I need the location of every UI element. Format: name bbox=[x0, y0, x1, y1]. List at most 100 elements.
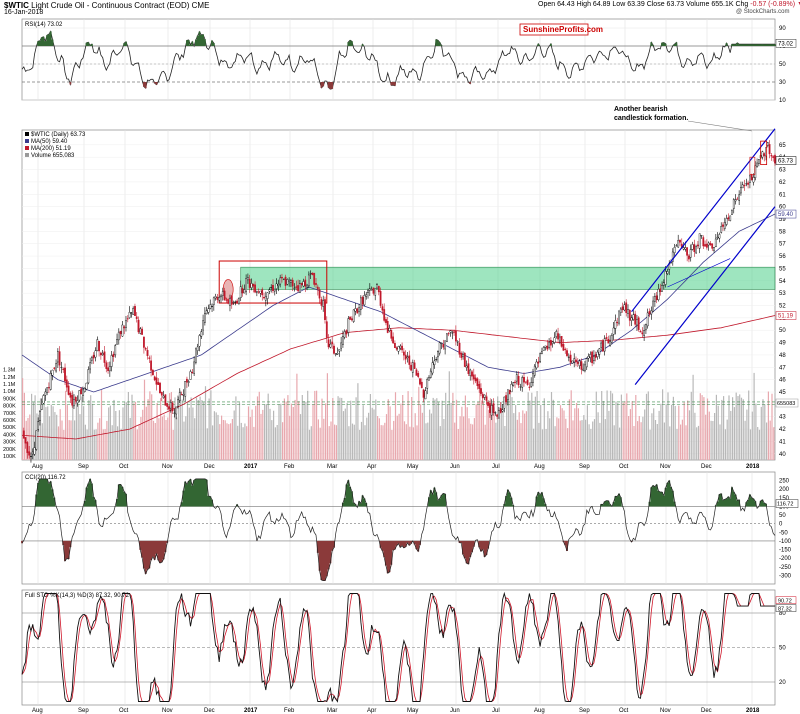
candle-body bbox=[623, 304, 626, 311]
volume-bar bbox=[552, 399, 554, 460]
candle-body bbox=[711, 243, 714, 249]
volume-bar bbox=[470, 423, 472, 460]
candle-body bbox=[87, 369, 90, 384]
volume-bar bbox=[66, 405, 68, 460]
volume-bar bbox=[615, 401, 617, 460]
volume-bar bbox=[556, 417, 558, 460]
volume-bar bbox=[486, 395, 488, 460]
volume-bar bbox=[360, 421, 363, 460]
candle-body bbox=[160, 392, 163, 396]
candle-body bbox=[662, 282, 665, 286]
volume-bar bbox=[303, 401, 305, 460]
volume-bar bbox=[265, 404, 267, 460]
candle-body bbox=[437, 351, 439, 358]
volume-bar bbox=[461, 406, 463, 460]
candle-body bbox=[39, 411, 41, 421]
candle-body bbox=[618, 310, 620, 324]
candle-body bbox=[526, 379, 529, 385]
volume-bar bbox=[441, 400, 443, 460]
volume-bar bbox=[240, 422, 242, 460]
candle-body bbox=[216, 297, 219, 300]
candle-body bbox=[351, 318, 353, 321]
candle-body bbox=[438, 342, 441, 354]
candle-body bbox=[664, 271, 667, 285]
candle-body bbox=[428, 377, 430, 381]
candle-body bbox=[673, 246, 676, 253]
volume-bar bbox=[341, 397, 343, 460]
candle-body bbox=[609, 341, 612, 346]
volume-bar bbox=[463, 416, 465, 460]
volume-bar bbox=[420, 404, 422, 460]
candle-body bbox=[64, 367, 66, 382]
volume-bar bbox=[427, 422, 429, 460]
candle-body bbox=[675, 245, 678, 247]
candle-body bbox=[99, 352, 102, 356]
volume-bar bbox=[124, 401, 126, 460]
instrument-name: Light Crude Oil - Continuous Contract (E… bbox=[31, 1, 190, 10]
volume-bar bbox=[100, 390, 103, 460]
volume-bar bbox=[39, 398, 42, 460]
copyright: @ StockCharts.com bbox=[736, 9, 790, 15]
volume-bar bbox=[204, 386, 207, 460]
volume-bar bbox=[149, 391, 151, 460]
candle-body bbox=[220, 295, 222, 298]
volume-bar bbox=[739, 394, 741, 460]
candle-body bbox=[116, 339, 118, 345]
month-label-bottom: Jul bbox=[492, 708, 500, 714]
volume-bar bbox=[724, 429, 726, 460]
candle-body bbox=[376, 284, 378, 289]
candle-body bbox=[403, 351, 405, 356]
volume-bar bbox=[590, 428, 592, 460]
month-label-bottom: Jun bbox=[450, 708, 460, 714]
channel-lower bbox=[634, 206, 776, 385]
candle-body bbox=[508, 390, 511, 395]
volume-bar bbox=[344, 408, 346, 460]
annotation-arrow bbox=[687, 120, 753, 132]
candle-body bbox=[55, 363, 58, 372]
volume-bar bbox=[593, 419, 596, 460]
volume-bar bbox=[104, 429, 106, 460]
candle-body bbox=[562, 344, 565, 351]
volume-bar bbox=[47, 406, 49, 460]
candle-body bbox=[652, 300, 655, 312]
candle-body bbox=[589, 354, 592, 359]
candle-body bbox=[720, 226, 723, 233]
candle-body bbox=[119, 330, 122, 335]
month-label: Jul bbox=[492, 464, 500, 470]
volume-bar bbox=[728, 395, 730, 460]
month-label-bottom: 2018 bbox=[746, 708, 760, 714]
volume-bar bbox=[213, 411, 215, 460]
candle-body bbox=[706, 243, 708, 248]
candle-body bbox=[225, 299, 228, 301]
candle-body bbox=[697, 244, 699, 247]
volume-bar bbox=[342, 411, 345, 460]
candle-body bbox=[28, 451, 31, 456]
candle-body bbox=[560, 336, 563, 347]
volume-bar bbox=[688, 410, 691, 460]
candle-body bbox=[90, 357, 93, 361]
rsi-last-value: 73.02 bbox=[778, 41, 794, 47]
volume-bar bbox=[708, 411, 710, 460]
candle-body bbox=[395, 347, 398, 350]
candle-body bbox=[372, 287, 375, 294]
legend-swatch bbox=[25, 132, 29, 136]
candle-body bbox=[169, 402, 172, 409]
volume-bar bbox=[608, 410, 610, 460]
month-label: 2017 bbox=[244, 464, 258, 470]
candle-body bbox=[331, 341, 334, 345]
candle-body bbox=[151, 369, 154, 376]
legend-swatch bbox=[25, 146, 29, 150]
volume-bar bbox=[710, 420, 712, 460]
candle-body bbox=[46, 387, 49, 393]
volume-bar bbox=[346, 402, 348, 460]
volume-bar bbox=[307, 390, 309, 460]
candle-body bbox=[584, 364, 586, 372]
candle-body bbox=[308, 274, 310, 287]
volume-bar bbox=[599, 422, 601, 460]
month-label: Oct bbox=[119, 464, 129, 470]
volume-bar bbox=[663, 422, 665, 460]
price-ytick-label: 63 bbox=[779, 168, 786, 174]
candle-body bbox=[300, 282, 303, 285]
candle-body bbox=[419, 378, 421, 385]
candle-body bbox=[379, 291, 382, 306]
